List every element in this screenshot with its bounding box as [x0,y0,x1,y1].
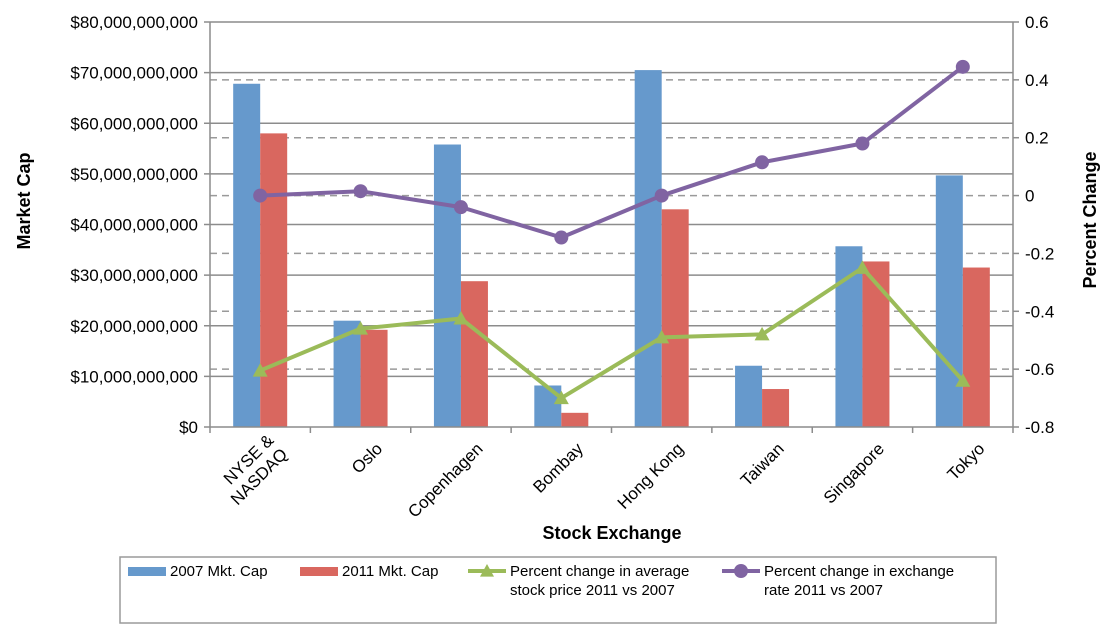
exchange-rate-change-line [260,65,965,240]
x-tick-label: Singapore [820,439,888,507]
bar-2007 [735,365,763,427]
legend-frame [119,556,997,624]
legend-marker [480,564,494,577]
legend-swatch [300,567,338,576]
y-axis-title: Market Cap [14,152,34,249]
stock-price-change-point [854,260,870,274]
x-tick-label: Tokyo [944,439,989,484]
bar-2007 [534,385,562,427]
bar-2011 [460,281,488,427]
y-tick-label: $50,000,000,000 [70,165,198,184]
bar-2011 [260,133,288,427]
y-tick-label: $30,000,000,000 [70,266,198,285]
y-tick-label: $80,000,000,000 [70,13,198,32]
y2-tick-label: 0 [1025,187,1034,206]
gridlines [210,21,1013,378]
legend-label: 2007 Mkt. Cap [170,563,268,580]
x-tick-label: Copenhagen [404,439,486,521]
exchange-rate-change-point [654,188,669,203]
exchange-rate-change-point [253,188,268,203]
line-series [252,59,971,405]
x-tick-label: Bombay [529,439,587,497]
bar-2011 [962,267,990,427]
exchange-rate-change-point [855,136,870,151]
legend: 2007 Mkt. Cap 2011 Mkt. Cap Percent change… [119,556,997,624]
exchange-rate-change-point [755,155,770,170]
bars [233,70,990,427]
y2-tick-label: 0.4 [1025,71,1049,90]
stock-price-change-point [754,326,770,341]
y2-axis-title: Percent Change [1080,151,1100,288]
stock-price-change-point [553,390,569,405]
x-tick-label: NYSE &NASDAQ [213,430,291,508]
y-tick-label: $60,000,000,000 [70,114,198,133]
stock-price-change-line [259,265,965,401]
bar-2011 [661,209,689,427]
exchange-rate-change-point [554,230,569,245]
stock-price-change-point [654,329,670,344]
x-tick-label: Hong Kong [614,439,688,513]
y-tick-label: $70,000,000,000 [70,64,198,83]
x-tick-label: Oslo [348,439,386,477]
y-tick-label: $0 [179,418,198,437]
bar-2011 [561,412,589,427]
y-tick-label: $20,000,000,000 [70,317,198,336]
legend-label: Percent change in exchange rate 2011 vs 2… [764,563,954,599]
y2-tick-label: -0.2 [1025,244,1054,263]
y-tick-label: $40,000,000,000 [70,216,198,235]
bar-2011 [762,389,790,427]
bar-2011 [360,329,388,427]
y2-tick-label: -0.4 [1025,302,1054,321]
stock-price-change-point [955,373,971,387]
exchange-rate-change-point [353,184,368,199]
axes [204,21,1019,433]
y-tick-label: $10,000,000,000 [70,367,198,386]
stock-price-change-point [353,321,369,335]
bar-2007 [233,83,261,427]
exchange-rate-change-point [955,59,970,74]
bar-2007 [935,175,963,427]
y2-tick-label: -0.8 [1025,418,1054,437]
stock-price-change-point [252,363,268,377]
legend-marker [734,564,748,578]
bar-2007 [433,144,461,427]
x-axis-title: Stock Exchange [542,523,681,543]
exchange-rate-change-point [453,200,468,215]
stock-price-change-point [453,311,469,325]
bar-2011 [862,261,890,427]
bar-2007 [634,70,662,427]
legend-swatch [128,567,166,576]
x-tick-label: Taiwan [737,439,788,490]
tick-labels: $0 $10,000,000,000 $20,000,000,000 $30,000,… [70,13,1054,522]
y2-tick-label: -0.6 [1025,360,1054,379]
legend-label: 2011 Mkt. Cap [342,563,438,580]
y2-tick-label: 0.6 [1025,13,1049,32]
y2-tick-label: 0.2 [1025,129,1049,148]
legend-label: Percent change in average stock price 201… [510,563,689,599]
